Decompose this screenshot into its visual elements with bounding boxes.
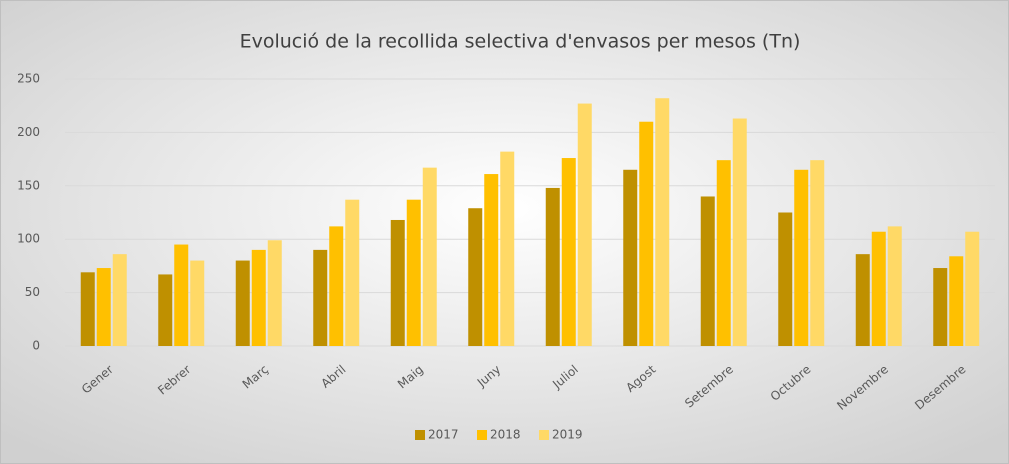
bar <box>871 231 886 346</box>
bar <box>577 103 592 347</box>
bar <box>267 240 282 346</box>
bar <box>174 244 189 346</box>
legend-swatch <box>477 430 487 440</box>
bar <box>500 151 515 346</box>
bar <box>235 260 250 346</box>
bar <box>251 249 266 346</box>
y-tick-label: 50 <box>25 285 40 299</box>
y-tick-label: 250 <box>17 72 40 86</box>
legend-swatch <box>415 430 425 440</box>
bar <box>561 158 576 346</box>
bar <box>313 249 328 346</box>
bar <box>80 272 95 346</box>
bar <box>655 98 670 346</box>
bar <box>190 260 205 346</box>
bar <box>855 254 870 346</box>
bar <box>933 268 948 346</box>
y-tick-label: 200 <box>17 125 40 139</box>
y-tick-label: 150 <box>17 178 40 192</box>
bar <box>406 199 421 346</box>
legend-swatch <box>539 430 549 440</box>
bar <box>623 169 638 346</box>
bar <box>778 212 793 346</box>
legend-label: 2018 <box>490 428 521 442</box>
bar <box>965 231 980 346</box>
bar <box>484 174 499 346</box>
y-tick-label: 0 <box>32 339 40 353</box>
bar <box>545 187 560 346</box>
bar <box>96 268 111 346</box>
bar <box>700 196 715 346</box>
bar <box>345 199 360 346</box>
bar <box>887 226 902 346</box>
legend-label: 2019 <box>552 428 583 442</box>
bar <box>949 256 964 346</box>
chart-title: Evolució de la recollida selectiva d'env… <box>240 31 801 53</box>
bar <box>112 254 127 346</box>
bar <box>639 121 654 346</box>
bar <box>390 219 405 346</box>
bar <box>794 169 809 346</box>
legend-label: 2017 <box>428 428 459 442</box>
bar <box>732 118 747 347</box>
bar <box>422 167 437 346</box>
bar <box>468 208 483 346</box>
bar <box>810 160 825 346</box>
bar <box>329 226 344 346</box>
bar <box>716 160 731 346</box>
y-tick-label: 100 <box>17 232 40 246</box>
bar <box>158 274 173 346</box>
